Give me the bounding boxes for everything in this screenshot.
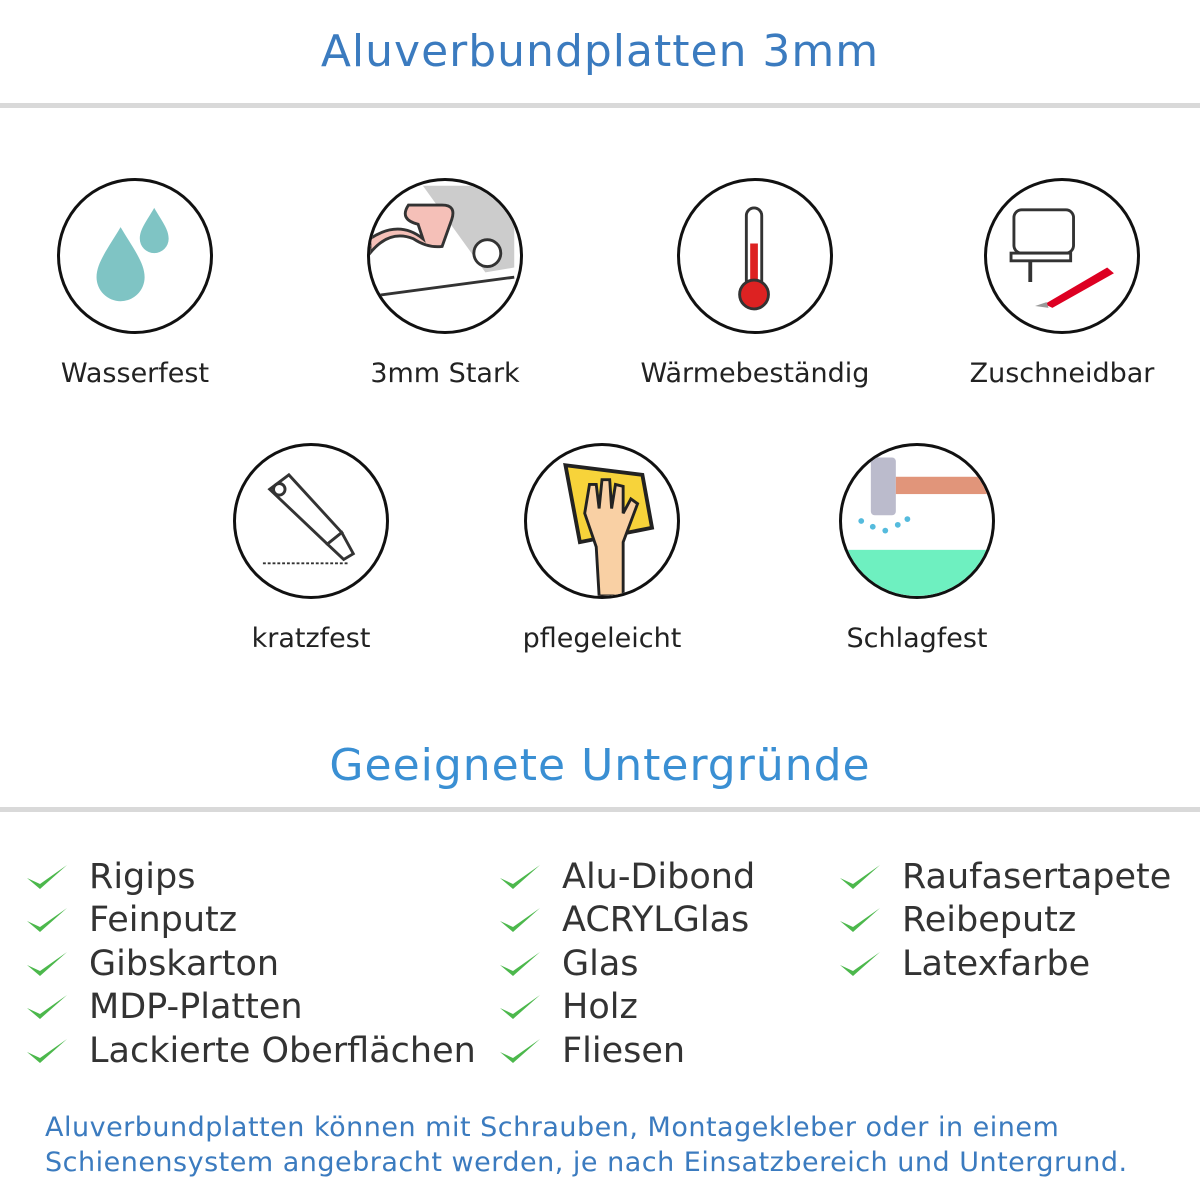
checkmark-icon xyxy=(500,995,540,1020)
list-item: Fliesen xyxy=(498,1029,755,1073)
list-item-label: ACRYLGlas xyxy=(562,900,750,941)
divider xyxy=(0,103,1200,108)
list-item: Raufasertapete xyxy=(838,855,1171,899)
checkmark-icon xyxy=(27,995,67,1020)
list-item: Latexfarbe xyxy=(838,942,1171,986)
feature-label: Wasserfest xyxy=(60,358,210,389)
checkmark-icon xyxy=(840,951,880,976)
thermometer-icon xyxy=(677,178,833,334)
section-title: Geeignete Untergründe xyxy=(329,740,871,791)
strong-arm-icon xyxy=(367,178,523,334)
list-item-label: Alu-Dibond xyxy=(562,856,756,897)
substrate-list-2: Alu-Dibond ACRYLGlas Glas Holz Fliesen xyxy=(498,855,755,1073)
divider xyxy=(0,807,1200,812)
checkmark-icon xyxy=(27,864,67,889)
list-item: ACRYLGlas xyxy=(498,899,755,943)
list-item-label: Gibskarton xyxy=(89,943,280,984)
list-item: Feinputz xyxy=(25,899,476,943)
page-title: Aluverbundplatten 3mm xyxy=(320,26,880,77)
feature-3mm-stark: 3mm Stark xyxy=(315,178,575,389)
hammer-icon xyxy=(839,443,995,599)
checkmark-icon xyxy=(840,864,880,889)
list-item-label: Holz xyxy=(562,987,638,1028)
feature-schlagfest: Schlagfest xyxy=(787,443,1047,654)
footer-note: Aluverbundplatten können mit Schrauben, … xyxy=(45,1110,1128,1180)
list-item-label: Rigips xyxy=(89,856,196,897)
list-item: Lackierte Oberflächen xyxy=(25,1029,476,1073)
feature-zuschneidbar: Zuschneidbar xyxy=(932,178,1192,389)
checkmark-icon xyxy=(27,1038,67,1063)
substrate-list-1: Rigips Feinputz Gibskarton MDP-Platten Lacki… xyxy=(25,855,476,1073)
list-item-label: Lackierte Oberflächen xyxy=(89,1030,476,1071)
checkmark-icon xyxy=(500,864,540,889)
list-item: Holz xyxy=(498,986,755,1030)
feature-label: kratzfest xyxy=(251,623,371,654)
footer-line: Aluverbundplatten können mit Schrauben, … xyxy=(45,1112,1060,1143)
checkmark-icon xyxy=(500,908,540,933)
feature-label: Wärmebeständig xyxy=(640,358,870,389)
cutter-knife-icon xyxy=(233,443,389,599)
list-item: Gibskarton xyxy=(25,942,476,986)
feature-label: Zuschneidbar xyxy=(969,358,1155,389)
feature-label: Schlagfest xyxy=(846,623,988,654)
substrate-list-3: Raufasertapete Reibeputz Latexfarbe xyxy=(838,855,1171,986)
feature-pflegeleicht: pflegeleicht xyxy=(472,443,732,654)
feature-label: 3mm Stark xyxy=(370,358,520,389)
checkmark-icon xyxy=(840,908,880,933)
list-item-label: Latexfarbe xyxy=(902,943,1091,984)
list-item: Alu-Dibond xyxy=(498,855,755,899)
list-item-label: Raufasertapete xyxy=(902,856,1172,897)
list-item: Reibeputz xyxy=(838,899,1171,943)
feature-kratzfest: kratzfest xyxy=(181,443,441,654)
checkmark-icon xyxy=(27,951,67,976)
list-item: MDP-Platten xyxy=(25,986,476,1030)
footer-line: Schienensystem angebracht werden, je nac… xyxy=(45,1147,1128,1178)
list-item: Rigips xyxy=(25,855,476,899)
feature-label: pflegeleicht xyxy=(522,623,682,654)
list-item-label: Feinputz xyxy=(89,900,238,941)
list-item: Glas xyxy=(498,942,755,986)
checkmark-icon xyxy=(500,1038,540,1063)
feature-waermebestaendig: Wärmebeständig xyxy=(625,178,885,389)
list-item-label: Fliesen xyxy=(562,1030,686,1071)
list-item-label: Reibeputz xyxy=(902,900,1077,941)
checkmark-icon xyxy=(27,908,67,933)
water-drops-icon xyxy=(57,178,213,334)
checkmark-icon xyxy=(500,951,540,976)
jigsaw-icon xyxy=(984,178,1140,334)
list-item-label: MDP-Platten xyxy=(89,987,303,1028)
feature-wasserfest: Wasserfest xyxy=(5,178,265,389)
cleaning-hand-icon xyxy=(524,443,680,599)
list-item-label: Glas xyxy=(562,943,639,984)
